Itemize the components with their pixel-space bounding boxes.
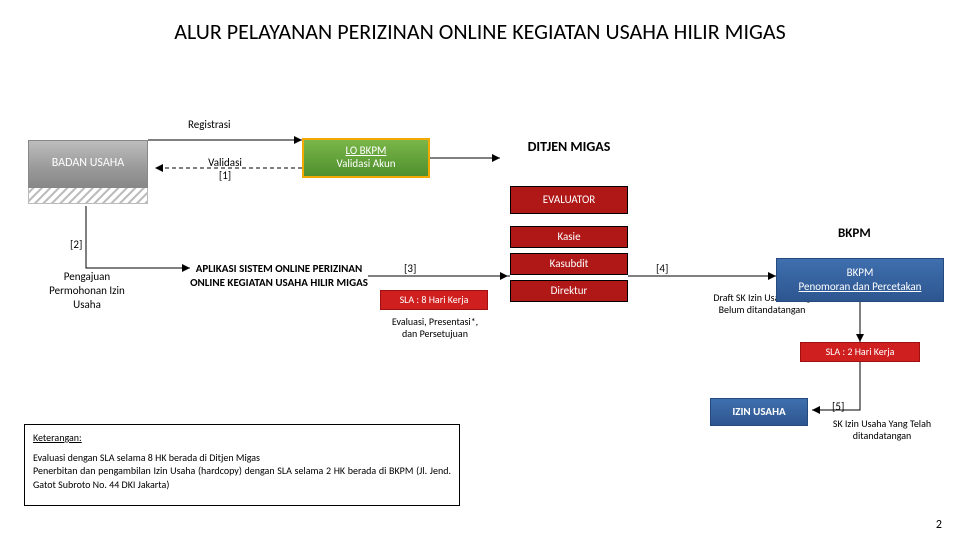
label-pengajuan: Pengajuan Permohonan Izin Usaha: [42, 270, 132, 311]
node-sla-8: SLA : 8 Hari Kerja: [380, 290, 488, 310]
page-number: 2: [936, 518, 942, 532]
badan-usaha-hatch: [28, 188, 148, 204]
node-izin-usaha: IZIN USAHA: [710, 398, 808, 426]
bkpm-line2: Penomoran dan Percetakan: [799, 280, 922, 294]
keterangan-line2: Penerbitan dan pengambilan Izin Usaha (h…: [33, 464, 451, 491]
keterangan-line1: Evaluasi dengan SLA selama 8 HK berada d…: [33, 451, 451, 465]
label-registrasi: Registrasi: [188, 118, 231, 131]
node-bkpm: BKPM Penomoran dan Percetakan: [776, 258, 944, 302]
bkpm-line1: BKPM: [847, 266, 874, 280]
label-3: [3]: [404, 262, 416, 275]
page-title: ALUR PELAYANAN PERIZINAN ONLINE KEGIATAN…: [0, 18, 960, 45]
node-aplikasi: APLIKASI SISTEM ONLINE PERIZINAN ONLINE …: [190, 240, 368, 312]
node-kasie: Kasie: [510, 226, 628, 248]
node-lo-bkpm: LO BKPM Validasi Akun: [302, 138, 430, 178]
label-validasi: Validasi[1]: [200, 156, 250, 182]
node-direktur: Direktur: [510, 280, 628, 302]
label-4: [4]: [656, 262, 668, 275]
label-evaluasi-note: Evaluasi, Presentasi*, dan Persetujuan: [390, 316, 480, 340]
node-kasubdit: Kasubdit: [510, 253, 628, 275]
node-evaluator: EVALUATOR: [510, 186, 628, 214]
keterangan-title: Keterangan:: [33, 431, 451, 445]
label-5: [5]: [832, 400, 844, 413]
label-sk-note: SK Izin Usaha Yang Telah ditandatangan: [818, 418, 946, 442]
keterangan-box: Keterangan: Evaluasi dengan SLA selama 8…: [24, 424, 460, 506]
heading-bkpm: BKPM: [838, 226, 871, 241]
node-badan-usaha: BADAN USAHA: [28, 140, 148, 188]
lo-bkpm-line2: Validasi Akun: [336, 158, 395, 171]
label-2: [2]: [70, 238, 82, 251]
node-ditjen-migas: DITJEN MIGAS: [500, 132, 638, 162]
node-sla-2: SLA : 2 Hari Kerja: [800, 342, 920, 362]
